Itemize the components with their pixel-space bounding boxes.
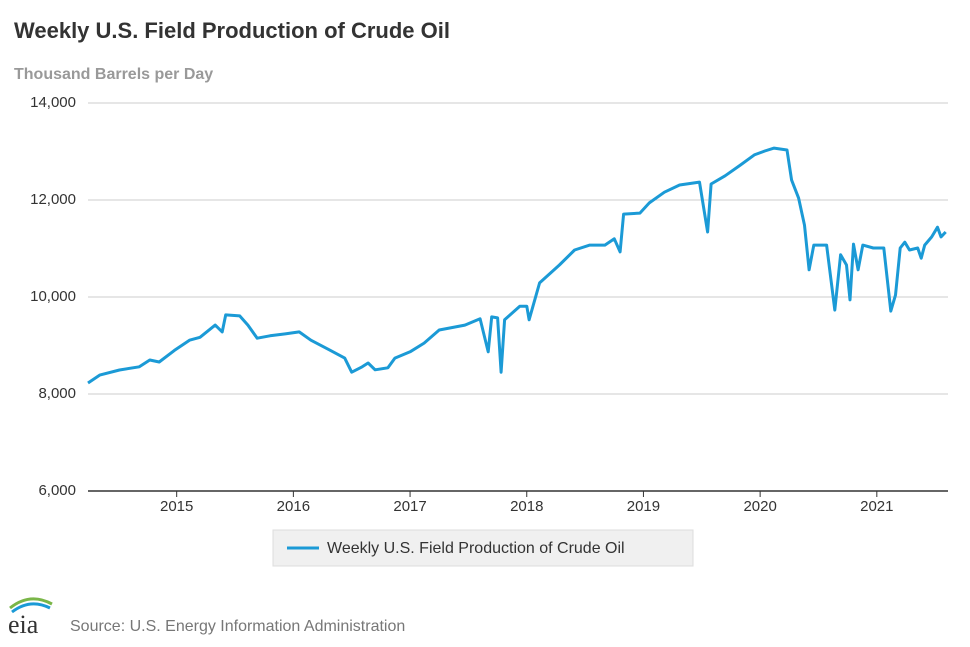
x-tick-label: 2020: [743, 498, 776, 515]
legend-box: [272, 529, 694, 567]
legend-label: Weekly U.S. Field Production of Crude Oi…: [327, 540, 625, 557]
x-tick-label: 2015: [160, 498, 193, 515]
x-tick-label: 2016: [277, 498, 310, 515]
source-note: Source: U.S. Energy Information Administ…: [70, 618, 405, 635]
x-tick-label: 2019: [627, 498, 660, 515]
x-tick-label: 2018: [510, 498, 543, 515]
y-tick-label: 14,000: [30, 94, 76, 111]
x-tick-label: 2017: [393, 498, 426, 515]
chart-title: Weekly U.S. Field Production of Crude Oi…: [14, 18, 450, 43]
logo-text: eia: [8, 610, 39, 639]
x-tick-label: 2021: [860, 498, 893, 515]
y-tick-label: 10,000: [30, 288, 76, 305]
series-line: [87, 146, 947, 385]
y-tick-label: 6,000: [38, 482, 76, 499]
chart-subtitle: Thousand Barrels per Day: [14, 66, 213, 83]
logo: eia: [8, 597, 53, 639]
y-tick-label: 8,000: [38, 385, 76, 402]
y-tick-label: 12,000: [30, 191, 76, 208]
